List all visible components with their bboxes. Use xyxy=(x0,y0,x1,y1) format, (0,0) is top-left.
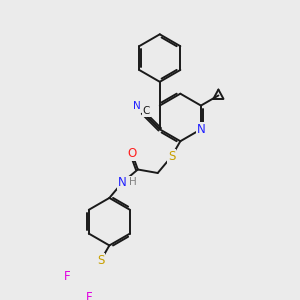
Text: N: N xyxy=(196,123,205,136)
Text: O: O xyxy=(127,147,136,160)
Text: F: F xyxy=(85,291,92,300)
Text: H: H xyxy=(128,177,136,187)
Text: N: N xyxy=(133,101,141,111)
Text: S: S xyxy=(97,254,104,267)
Text: F: F xyxy=(64,270,70,283)
Text: N: N xyxy=(118,176,127,189)
Text: C: C xyxy=(142,106,150,116)
Text: S: S xyxy=(168,150,175,163)
